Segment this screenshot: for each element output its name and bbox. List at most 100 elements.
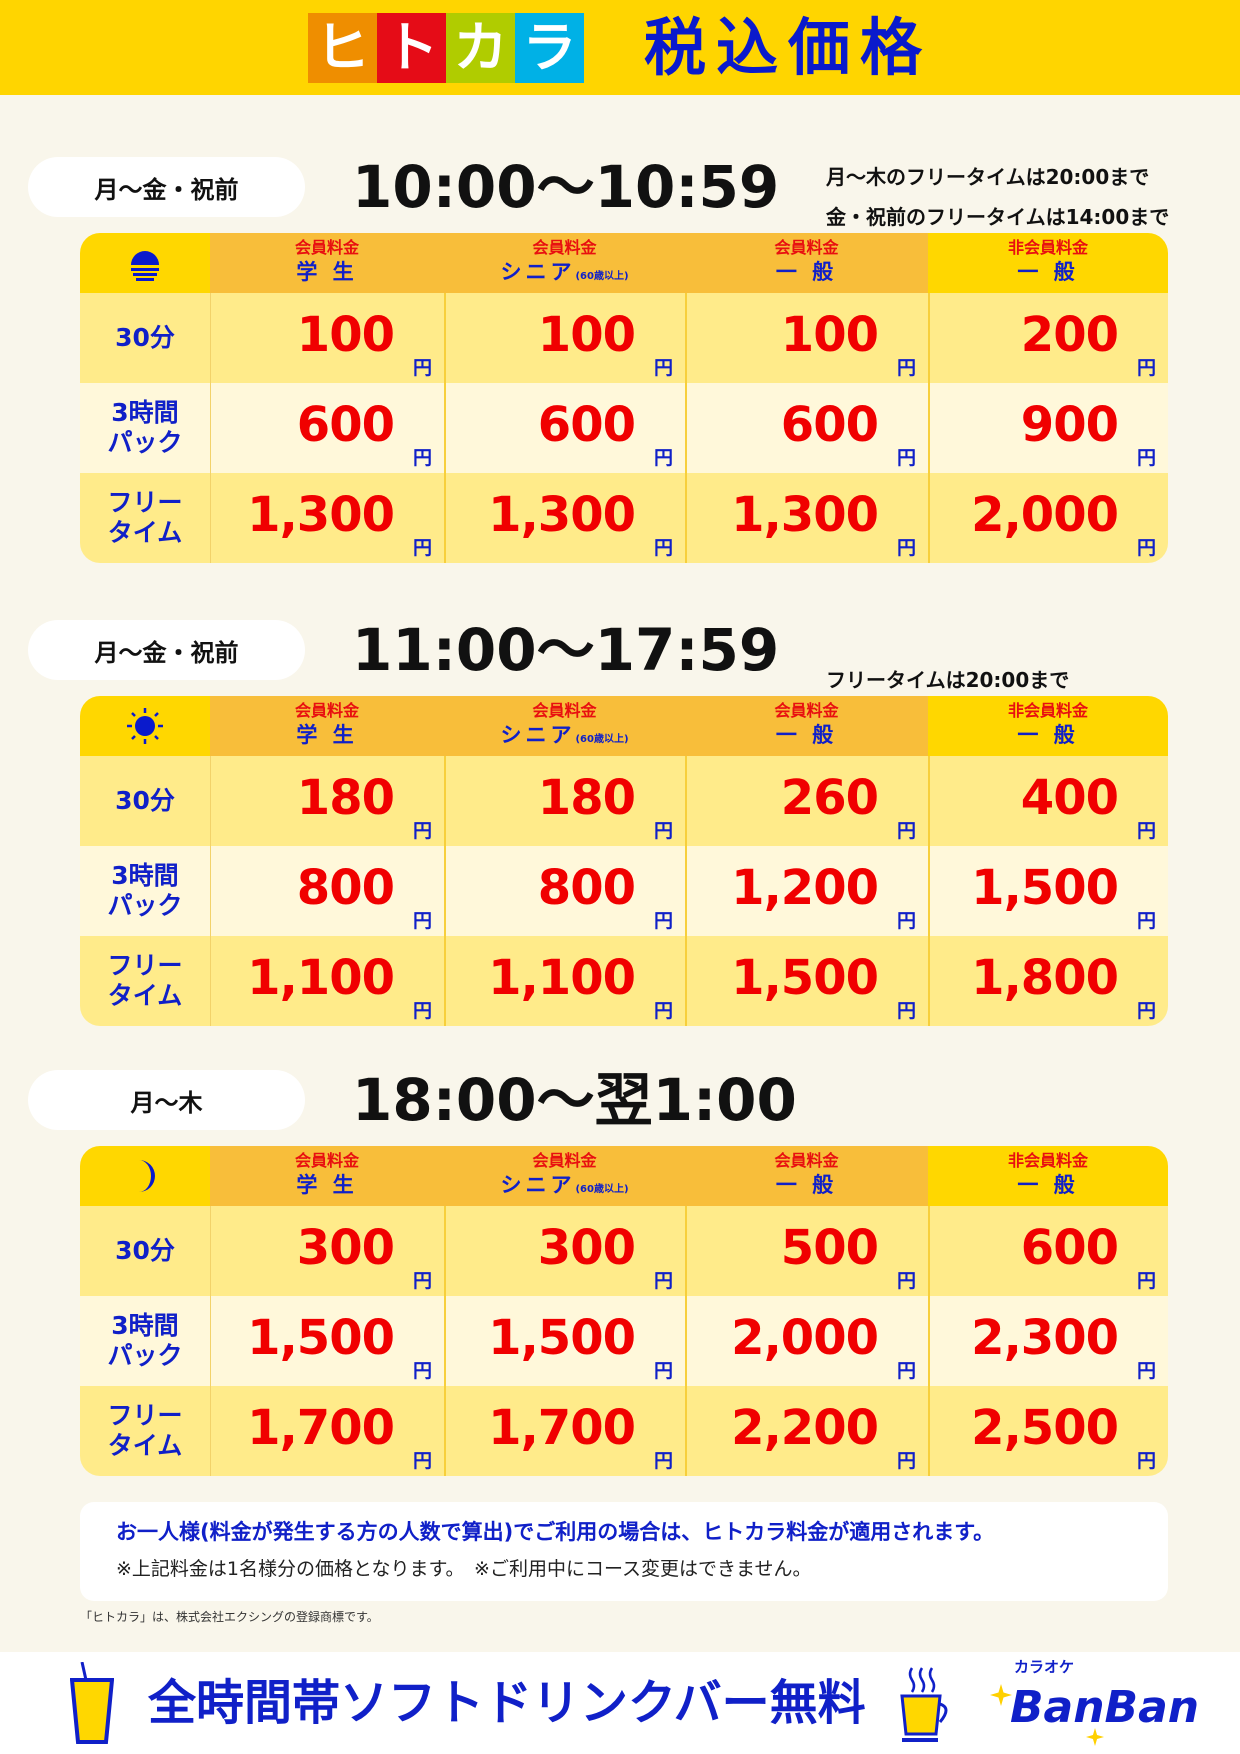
price-value: 1,700: [247, 1400, 395, 1456]
price-cell: 1,700 円: [444, 1386, 685, 1476]
column-category: 一 般: [776, 259, 837, 290]
column-membership: 会員料金: [294, 1150, 359, 1170]
days-pill: 月〜金・祝前: [28, 157, 305, 217]
column-note: (60歳以上): [575, 1183, 629, 1195]
yen-unit: 円: [1136, 1450, 1156, 1472]
price-cell: 1,300 円: [685, 473, 928, 563]
notice-sub: ※上記料金は1名様分の価格となります。 ※ご利用中にコース変更はできません。: [116, 1558, 812, 1580]
column-category-label: 一 般: [775, 722, 838, 747]
yen-unit: 円: [412, 1450, 432, 1472]
price-cell: 1,100 円: [444, 936, 685, 1026]
logo-char: カ: [445, 12, 515, 83]
yen-unit: 円: [896, 1000, 916, 1022]
price-value: 1,500: [247, 1310, 395, 1366]
column-category-label: 一 般: [1017, 259, 1079, 284]
price-cell: 1,800 円: [928, 936, 1168, 1026]
sunrise-icon: [80, 233, 210, 293]
notice-main: お一人様(料金が発生する方の人数で算出)でご利用の場合は、ヒトカラ料金が適用され…: [116, 1520, 995, 1544]
price-value: 1,700: [488, 1400, 636, 1456]
yen-unit: 円: [412, 537, 432, 559]
yen-unit: 円: [1136, 447, 1156, 469]
price-value: 600: [1020, 1220, 1119, 1276]
row-label: フリー タイム: [80, 936, 210, 1026]
column-membership: 会員料金: [774, 700, 839, 720]
time-range: 10:00〜10:59: [352, 153, 780, 221]
row-label: 3時間 パック: [80, 383, 210, 473]
star-icon: [1086, 1728, 1104, 1746]
price-cell: 180 円: [210, 756, 444, 846]
price-value: 1,500: [488, 1310, 636, 1366]
column-category-label: 学 生: [296, 259, 358, 284]
column-category-label: シニア: [500, 259, 576, 284]
price-value: 600: [296, 397, 395, 453]
price-value: 800: [537, 860, 636, 916]
column-membership: 会員料金: [532, 700, 597, 720]
price-cell: 800 円: [444, 846, 685, 936]
yen-unit: 円: [1136, 1000, 1156, 1022]
price-value: 1,100: [247, 950, 395, 1006]
price-value: 180: [296, 770, 395, 826]
column-membership: 会員料金: [294, 237, 359, 257]
column-header: 会員料金 シニア(60歳以上): [444, 696, 685, 756]
hot-cup-icon: [900, 1667, 948, 1742]
price-cell: 300 円: [444, 1206, 685, 1296]
column-category-label: シニア: [500, 1172, 576, 1197]
yen-unit: 円: [896, 357, 916, 379]
yen-unit: 円: [412, 910, 432, 932]
price-cell: 500 円: [685, 1206, 928, 1296]
price-value: 800: [296, 860, 395, 916]
column-header: 会員料金 学 生: [210, 1146, 444, 1206]
drink-cup-icon: [70, 1662, 114, 1744]
column-category: シニア(60歳以上): [500, 1172, 628, 1203]
price-cell: 1,100 円: [210, 936, 444, 1026]
price-value: 100: [780, 307, 879, 363]
price-value: 100: [537, 307, 636, 363]
column-membership: 会員料金: [774, 237, 839, 257]
yen-unit: 円: [653, 1360, 673, 1382]
price-value: 2,200: [731, 1400, 879, 1456]
logo-char: ト: [376, 12, 446, 83]
yen-unit: 円: [1136, 1360, 1156, 1382]
price-cell: 600 円: [210, 383, 444, 473]
column-header: 会員料金 一 般: [685, 1146, 928, 1206]
column-category: 一 般: [776, 722, 837, 753]
column-note: (60歳以上): [575, 733, 629, 745]
column-header: 非会員料金 一 般: [928, 696, 1168, 756]
row-label: 30分: [80, 756, 210, 846]
price-cell: 600 円: [685, 383, 928, 473]
price-value: 180: [537, 770, 636, 826]
column-category: 学 生: [296, 722, 357, 753]
price-cell: 900 円: [928, 383, 1168, 473]
yen-unit: 円: [896, 537, 916, 559]
price-value: 1,300: [488, 487, 636, 543]
row-label: 30分: [80, 1206, 210, 1296]
price-value: 600: [537, 397, 636, 453]
column-note: (60歳以上): [575, 270, 629, 282]
column-membership: 会員料金: [532, 1150, 597, 1170]
logo-char: ヒ: [307, 12, 377, 83]
brand-name: BanBan: [1010, 1682, 1200, 1733]
days-pill: 月〜金・祝前: [28, 620, 305, 680]
column-category-label: 一 般: [1017, 1172, 1079, 1197]
row-label: フリー タイム: [80, 1386, 210, 1476]
column-category-label: 学 生: [296, 1172, 358, 1197]
column-header: 会員料金 一 般: [685, 696, 928, 756]
price-cell: 1,500 円: [685, 936, 928, 1026]
price-value: 2,000: [731, 1310, 879, 1366]
yen-unit: 円: [896, 820, 916, 842]
price-cell: 200 円: [928, 293, 1168, 383]
column-header: 会員料金 学 生: [210, 233, 444, 293]
column-header: 非会員料金 一 般: [928, 1146, 1168, 1206]
hitokara-logo: ヒ ト カ ラ: [307, 12, 584, 83]
free-time-note: [826, 620, 1069, 660]
price-value: 260: [780, 770, 879, 826]
free-time-note: 月〜木のフリータイムは20:00まで: [826, 165, 1150, 189]
yen-unit: 円: [1136, 357, 1156, 379]
price-value: 300: [296, 1220, 395, 1276]
price-cell: 100 円: [685, 293, 928, 383]
brand-kana: カラオケ: [1014, 1658, 1075, 1676]
column-membership: 非会員料金: [1007, 237, 1088, 257]
price-value: 500: [780, 1220, 879, 1276]
yen-unit: 円: [1136, 537, 1156, 559]
yen-unit: 円: [1136, 820, 1156, 842]
